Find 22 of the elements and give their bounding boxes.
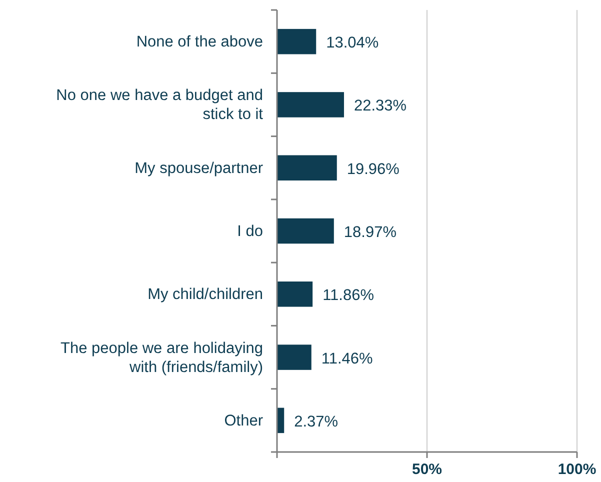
bar bbox=[277, 282, 313, 307]
data-label: 18.97% bbox=[344, 224, 397, 241]
data-label: 19.96% bbox=[346, 160, 400, 178]
data-label: 2.37% bbox=[294, 413, 338, 430]
bar bbox=[277, 344, 312, 370]
bar bbox=[277, 218, 334, 244]
bar bbox=[277, 28, 316, 54]
x-tick-label: 100% bbox=[558, 461, 596, 478]
y-tick-label: My child/children bbox=[148, 286, 263, 304]
y-tick-label: None of the above bbox=[136, 34, 263, 51]
data-label: 11.46% bbox=[321, 350, 374, 368]
data-label: 22.33% bbox=[354, 98, 407, 115]
bar bbox=[277, 155, 337, 180]
data-label: 13.04% bbox=[326, 34, 379, 52]
y-tick-label: The people we are holidaying with (friends/family) bbox=[60, 340, 263, 376]
x-tick-label: 50% bbox=[412, 461, 442, 478]
y-tick-label: I do bbox=[237, 223, 263, 240]
y-tick-label: My spouse/partner bbox=[134, 160, 263, 177]
bar bbox=[277, 92, 344, 118]
data-label: 11.86% bbox=[322, 287, 374, 304]
y-tick-label: No one we have a budget and stick to it bbox=[56, 87, 264, 124]
y-tick-label: Other bbox=[224, 412, 263, 430]
